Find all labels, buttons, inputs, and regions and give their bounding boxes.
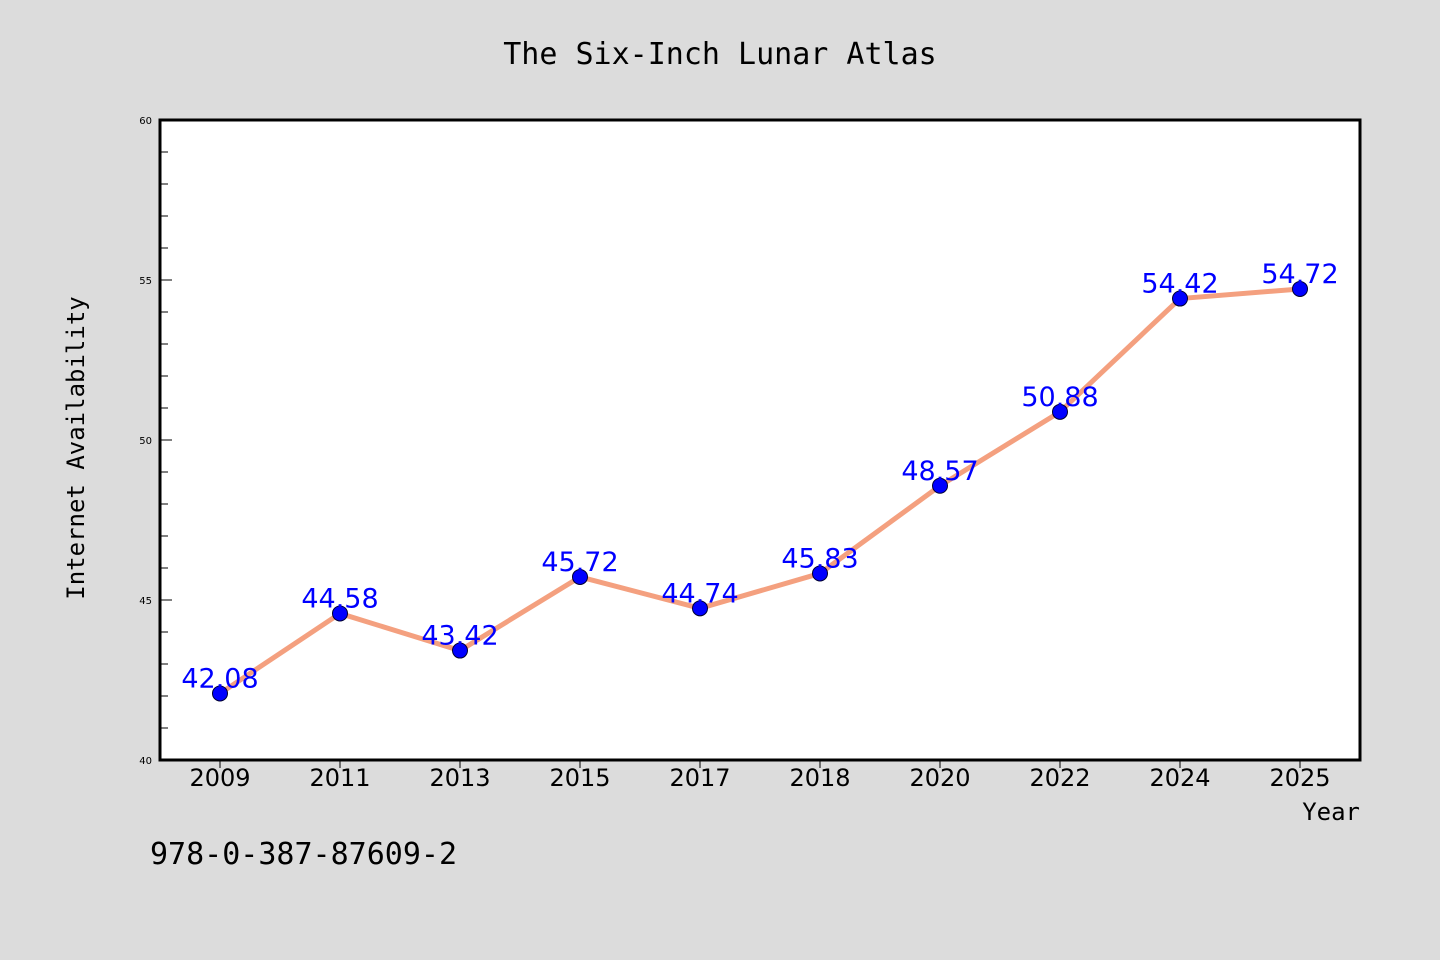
data-point bbox=[692, 600, 708, 617]
x-tick-label: 2011 bbox=[309, 764, 370, 792]
data-point bbox=[212, 685, 228, 702]
data-point bbox=[572, 568, 588, 585]
data-point bbox=[332, 605, 348, 622]
x-tick-label: 2020 bbox=[909, 764, 970, 792]
data-point bbox=[812, 565, 828, 582]
series-line bbox=[217, 286, 1303, 696]
data-label: 45.83 bbox=[781, 543, 858, 574]
data-label: 50.88 bbox=[1021, 382, 1098, 413]
data-label: 48.57 bbox=[901, 456, 978, 487]
data-labels: 42.08 44.58 43.42 45.72 44.74 45.83 48.57 50.88… bbox=[181, 259, 1338, 694]
data-point bbox=[932, 477, 948, 494]
y-tick-label: 55 bbox=[139, 276, 152, 287]
data-label: 43.42 bbox=[421, 621, 498, 652]
x-tick-label: 2022 bbox=[1029, 764, 1090, 792]
series-lines bbox=[217, 286, 1303, 696]
x-axis-tick-labels: 2009 2011 2013 2015 2017 2018 2020 2022 2024 2025 bbox=[189, 764, 1330, 792]
data-point bbox=[1292, 280, 1308, 297]
chart-title: The Six-Inch Lunar Atlas bbox=[503, 37, 936, 72]
data-point bbox=[1052, 403, 1068, 420]
y-tick-label: 45 bbox=[139, 596, 152, 607]
x-tick-label: 2018 bbox=[789, 764, 850, 792]
data-label: 44.74 bbox=[661, 578, 738, 609]
x-tick-label: 2009 bbox=[189, 764, 250, 792]
x-tick-label: 2017 bbox=[669, 764, 730, 792]
isbn-annotation: 978-0-387-87609-2 bbox=[150, 837, 457, 872]
y-tick-label: 60 bbox=[139, 116, 152, 127]
series-markers bbox=[212, 280, 1308, 702]
x-tick-label: 2024 bbox=[1149, 764, 1210, 792]
data-label: 54.42 bbox=[1141, 269, 1218, 300]
y-axis-tick-labels: 40 45 50 55 60 bbox=[139, 116, 152, 767]
data-point bbox=[1172, 290, 1188, 307]
y-tick-label: 50 bbox=[139, 436, 152, 447]
data-label: 44.58 bbox=[301, 583, 378, 614]
x-axis-label: Year bbox=[1302, 798, 1360, 826]
plot-frame bbox=[158, 118, 1362, 762]
y-tick-label: 40 bbox=[139, 756, 152, 767]
data-label: 54.72 bbox=[1261, 259, 1338, 290]
plot-area bbox=[160, 120, 1360, 760]
x-tick-label: 2013 bbox=[429, 764, 490, 792]
data-label: 42.08 bbox=[181, 663, 258, 694]
y-axis-label: Internet Availability bbox=[62, 296, 90, 599]
data-label: 45.72 bbox=[541, 547, 618, 578]
x-tick-label: 2015 bbox=[549, 764, 610, 792]
x-tick-label: 2025 bbox=[1269, 764, 1330, 792]
data-point bbox=[452, 642, 468, 659]
